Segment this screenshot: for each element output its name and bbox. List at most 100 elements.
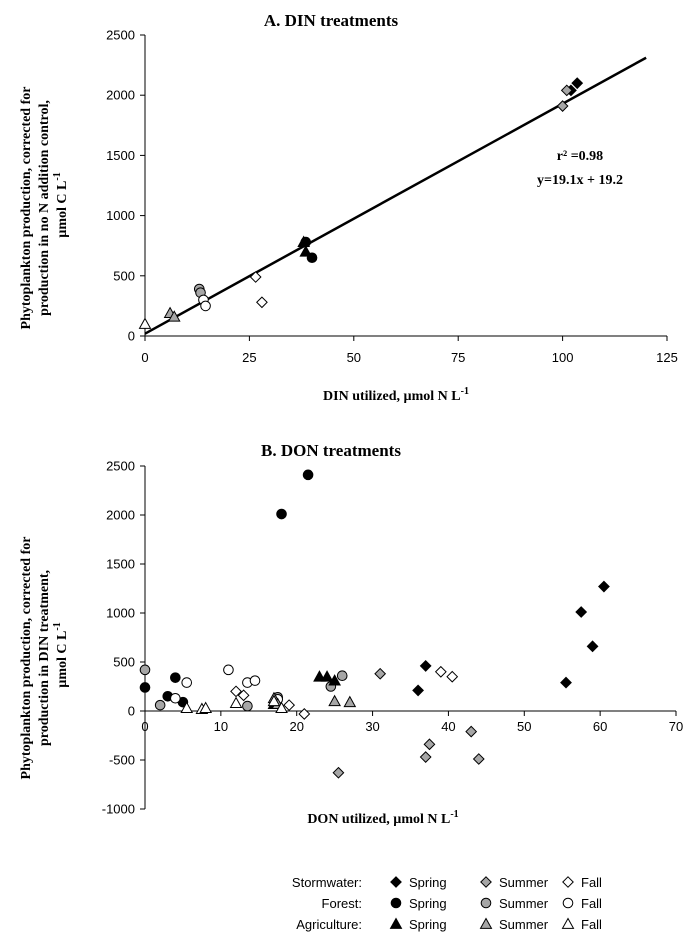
legend-entry-label: Summer [499,917,549,932]
panel-b-point-forest-spring [276,508,287,520]
panel-a-ylabel-line3: µmol C L-1 [52,172,70,237]
panel-b-title: B. DON treatments [261,441,401,460]
panel-b-y-tick-label: 500 [113,655,135,670]
panel-a-x-tick-label: 50 [347,350,361,365]
panel-b-xlabel-text: DON utilized, µmol N L [307,812,450,827]
legend-marker-forest-fall [562,897,574,909]
panel-b-point-agriculture-summer [343,695,357,708]
panel-a-x-tick-label: 0 [141,350,148,365]
panel-b-xlabel: DON utilized, µmol N L-1 [307,809,458,827]
legend-entry-label: Summer [499,875,549,890]
panel-b-point-stormwater-fall [446,670,459,683]
panel-b-ylabel-line2: production in DIN treatment, [37,570,52,746]
panel-b-points [139,469,610,779]
panel-b-y-tick-label: 1000 [106,606,135,621]
panel-b-point-forest-spring [139,682,151,693]
panel-b-x-tick-label: 70 [669,719,683,734]
legend-marker-stormwater-fall [562,876,574,888]
panel-b-x-tick-label: 50 [517,719,531,734]
legend-marker-agriculture-fall [561,917,575,929]
legend-group-label: Forest: [322,896,362,911]
panel-b-point-agriculture-spring [328,674,341,686]
legend-entry-label: Fall [581,917,602,932]
panel-a-x-tick-label: 75 [451,350,465,365]
panel-b-point-forest-fall [170,692,181,704]
panel-a-y-tick-label: 1500 [106,148,135,163]
panel-b-point-forest-fall [181,677,193,688]
panel-b-point-agriculture-fall [180,701,194,713]
panel-b-point-forest-summer [139,664,151,676]
panel-b-point-agriculture-fall [229,696,243,709]
panel-a-point-agriculture-summer [167,310,181,322]
panel-b-ylabel-line3: µmol C L-1 [52,622,70,687]
panel-a-point-agriculture-spring [297,235,311,247]
panel-a-x-tick-label: 25 [242,350,256,365]
panel-a-ylabel-line1: Phytoplankton production, corrected for [19,87,34,330]
panel-a-point-stormwater-spring [571,77,584,90]
panel-b-y-tick-label: -1000 [102,802,135,817]
panel-b-x-tick-label: 60 [593,719,607,734]
panel-a-point-stormwater-fall [249,271,262,283]
panel-a-y-tick-label: 500 [113,268,135,283]
panel-b-y-tick-label: 2500 [106,459,135,474]
panel-b-point-agriculture-fall [267,694,281,707]
panel-b-point-stormwater-fall [298,708,311,720]
panel-a-xlabel: DIN utilized, µmol N L-1 [323,386,469,404]
legend-marker-agriculture-summer [479,917,493,929]
panel-b-point-stormwater-spring [575,606,588,618]
panel-b-point-agriculture-fall [199,701,213,713]
legend-marker-forest-spring [390,897,402,909]
legend-group-label: Agriculture: [296,917,362,932]
panel-b: B. DON treatments Phytoplankton producti… [19,441,683,827]
panel-b-x-tick-label: 40 [441,719,455,734]
panel-b-point-stormwater-summer [472,753,485,765]
panel-b-point-stormwater-spring [560,676,572,689]
panel-b-point-forest-summer [336,670,348,682]
panel-b-y-tick-label: 2000 [106,508,135,523]
panel-a-point-stormwater-summer [560,84,573,97]
panel-b-point-stormwater-summer [332,766,345,779]
panel-b-point-stormwater-spring [598,580,610,593]
panel-a-title: A. DIN treatments [264,11,399,30]
panel-b-point-agriculture-spring [313,670,326,682]
panel-a-point-agriculture-spring [299,245,313,257]
panel-b-point-forest-fall [223,664,234,676]
panel-b-point-stormwater-summer [465,725,478,738]
panel-a-x-tick-label: 100 [552,350,574,365]
legend-entry-label: Spring [409,875,447,890]
panel-a-regression-line [144,56,647,335]
panel-b-point-stormwater-fall [237,689,250,702]
legend-entry-label: Spring [409,896,447,911]
panel-b-y-tick-label: 1500 [106,557,135,572]
legend-marker-stormwater-summer [480,876,492,888]
panel-b-point-stormwater-fall [230,685,242,698]
panel-a-y-tick-label: 2000 [106,88,135,103]
panel-b-x-tick-label: 30 [365,719,379,734]
panel-b-point-stormwater-fall [283,699,296,712]
panel-a-x-tick-label: 125 [656,350,678,365]
panel-b-x-tick-label: 20 [289,719,303,734]
legend: Stormwater: Spring Summer Fall Forest: Spring… [292,875,602,932]
panel-a-ylabel-sup: -1 [52,172,63,180]
panel-a-axes: 0 500 1000 1500 2000 2500 0 25 50 75 100 125 [106,28,678,366]
legend-marker-forest-summer [480,897,492,909]
panel-a-point-forest-fall [200,300,211,312]
panel-b-point-forest-spring [302,469,314,481]
panel-a: A. DIN treatments Phytoplankton producti… [19,11,678,404]
legend-entry-label: Summer [499,896,549,911]
panel-b-point-stormwater-spring [419,660,432,672]
panel-b-ylabel-sup: -1 [52,622,63,630]
panel-b-point-stormwater-summer [374,667,387,680]
panel-b-point-agriculture-spring [320,670,334,682]
legend-entry-label: Fall [581,896,602,911]
panel-a-ylabel-line2: production in no N addition control, [37,100,52,316]
panel-a-y-tick-label: 2500 [106,28,135,43]
panel-b-point-stormwater-summer [423,738,436,751]
panel-b-x-tick-label: 10 [214,719,228,734]
panel-b-point-agriculture-summer [328,694,341,707]
panel-b-y-tick-label: 0 [128,704,135,719]
panel-a-ylabel-unit: µmol C L [55,181,70,238]
panel-b-point-forest-summer [154,699,166,711]
panel-b-ylabel-line1: Phytoplankton production, corrected for [19,537,34,780]
panel-a-point-stormwater-summer [556,100,569,112]
